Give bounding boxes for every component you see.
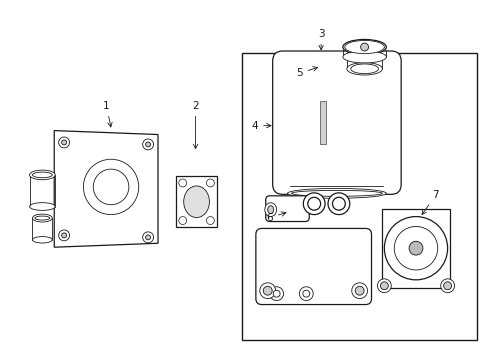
FancyBboxPatch shape xyxy=(272,51,400,194)
Ellipse shape xyxy=(32,237,52,243)
Ellipse shape xyxy=(307,197,320,210)
Bar xyxy=(176,176,217,228)
Ellipse shape xyxy=(346,49,382,61)
FancyBboxPatch shape xyxy=(265,196,308,221)
Ellipse shape xyxy=(32,214,52,222)
Ellipse shape xyxy=(351,283,367,298)
Ellipse shape xyxy=(183,186,209,217)
Text: 1: 1 xyxy=(103,101,112,127)
Polygon shape xyxy=(54,131,158,247)
Ellipse shape xyxy=(346,63,382,75)
Ellipse shape xyxy=(291,190,382,196)
Ellipse shape xyxy=(377,279,390,293)
Circle shape xyxy=(380,282,387,290)
Circle shape xyxy=(142,232,153,243)
Circle shape xyxy=(142,139,153,150)
Bar xyxy=(242,54,476,340)
Ellipse shape xyxy=(342,40,386,55)
Bar xyxy=(382,209,448,288)
Circle shape xyxy=(61,140,66,145)
Circle shape xyxy=(384,217,447,280)
Circle shape xyxy=(354,286,364,295)
Circle shape xyxy=(273,290,280,297)
Ellipse shape xyxy=(29,203,55,210)
Circle shape xyxy=(206,217,214,225)
Text: 3: 3 xyxy=(317,29,324,50)
Circle shape xyxy=(206,179,214,187)
Circle shape xyxy=(93,169,129,205)
Ellipse shape xyxy=(344,40,384,54)
Circle shape xyxy=(360,43,368,51)
Ellipse shape xyxy=(440,279,454,293)
FancyBboxPatch shape xyxy=(77,153,137,222)
Circle shape xyxy=(443,282,450,290)
Ellipse shape xyxy=(327,193,349,215)
Text: 7: 7 xyxy=(421,190,438,215)
Text: 5: 5 xyxy=(295,67,317,78)
Circle shape xyxy=(302,290,309,297)
Circle shape xyxy=(393,226,437,270)
Ellipse shape xyxy=(349,43,379,51)
Text: 6: 6 xyxy=(266,212,285,222)
Ellipse shape xyxy=(35,216,50,220)
Circle shape xyxy=(83,159,139,215)
Circle shape xyxy=(59,137,69,148)
Circle shape xyxy=(59,230,69,241)
Circle shape xyxy=(179,217,186,225)
Circle shape xyxy=(408,241,422,255)
Circle shape xyxy=(269,287,283,301)
Circle shape xyxy=(61,233,66,238)
Ellipse shape xyxy=(350,64,378,74)
Ellipse shape xyxy=(287,188,386,198)
Ellipse shape xyxy=(332,197,345,210)
Ellipse shape xyxy=(259,283,275,298)
Circle shape xyxy=(145,235,150,240)
Ellipse shape xyxy=(264,203,276,217)
Ellipse shape xyxy=(267,206,273,213)
Circle shape xyxy=(179,179,186,187)
Ellipse shape xyxy=(342,51,386,63)
Circle shape xyxy=(145,142,150,147)
Bar xyxy=(320,101,325,144)
Ellipse shape xyxy=(32,172,52,178)
Circle shape xyxy=(263,286,272,295)
Ellipse shape xyxy=(303,193,325,215)
Text: 2: 2 xyxy=(192,101,199,149)
Circle shape xyxy=(299,287,312,301)
Text: 4: 4 xyxy=(251,121,270,131)
FancyBboxPatch shape xyxy=(255,229,371,305)
Ellipse shape xyxy=(29,170,55,180)
